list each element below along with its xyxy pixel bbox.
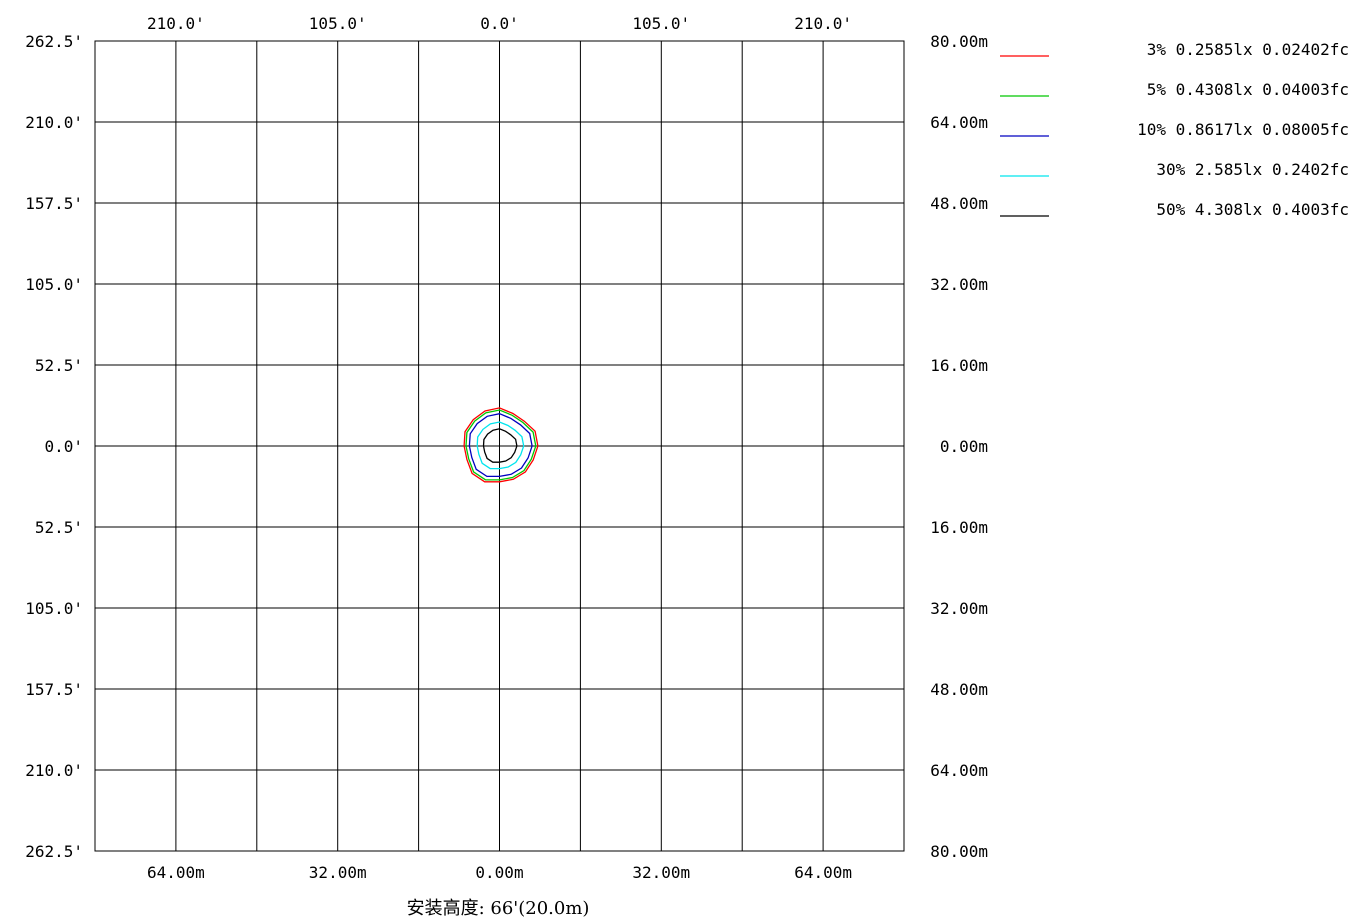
left-tick-label: 210.0': [25, 113, 83, 132]
bottom-tick-label: 0.00m: [475, 863, 523, 882]
tick-labels: 210.0' 105.0' 0.0' 105.0' 210.0' 64.00m 32.00m…: [25, 14, 988, 882]
bottom-tick-label: 64.00m: [794, 863, 852, 882]
contour-30pct: [476, 421, 525, 470]
legend-label: 30% 2.585lx 0.2402fc: [1156, 160, 1349, 179]
left-tick-label: 52.5': [35, 356, 83, 375]
legend-label: 10% 0.8617lx 0.08005fc: [1137, 120, 1349, 139]
left-tick-label: 157.5': [25, 194, 83, 213]
top-tick-label: 105.0': [632, 14, 690, 33]
right-tick-label: 64.00m: [930, 113, 988, 132]
chart-caption: 安装高度: 66'(20.0m): [407, 898, 590, 919]
legend-label: 5% 0.4308lx 0.04003fc: [1147, 80, 1349, 99]
left-tick-label: 52.5': [35, 518, 83, 537]
contour-10pct: [468, 413, 533, 478]
left-tick-label: 157.5': [25, 680, 83, 699]
left-tick-label: 0.0': [44, 437, 83, 456]
bottom-tick-label: 32.00m: [632, 863, 690, 882]
right-tick-label: 64.00m: [930, 761, 988, 780]
bottom-tick-label: 64.00m: [147, 863, 205, 882]
right-tick-label: 80.00m: [930, 842, 988, 861]
grid: [94, 40, 905, 852]
bottom-tick-label: 32.00m: [309, 863, 367, 882]
right-tick-label: 16.00m: [930, 356, 988, 375]
top-tick-label: 210.0': [147, 14, 205, 33]
right-tick-label: 32.00m: [930, 275, 988, 294]
left-tick-label: 105.0': [25, 599, 83, 618]
left-tick-label: 105.0': [25, 275, 83, 294]
right-tick-label: 48.00m: [930, 194, 988, 213]
top-tick-label: 0.0': [480, 14, 519, 33]
contour-3pct: [463, 407, 539, 483]
isolux-contours: [463, 407, 539, 483]
contour-50pct: [482, 428, 518, 463]
right-tick-label: 0.00m: [940, 437, 988, 456]
left-tick-label: 210.0': [25, 761, 83, 780]
right-tick-label: 80.00m: [930, 32, 988, 51]
left-tick-label: 262.5': [25, 32, 83, 51]
top-tick-label: 105.0': [309, 14, 367, 33]
right-tick-label: 48.00m: [930, 680, 988, 699]
legend-label: 50% 4.308lx 0.4003fc: [1156, 200, 1349, 219]
legend-label: 3% 0.2585lx 0.02402fc: [1147, 40, 1349, 59]
legend: 3% 0.2585lx 0.02402fc 5% 0.4308lx 0.04003…: [1000, 40, 1349, 219]
top-tick-label: 210.0': [794, 14, 852, 33]
contour-5pct: [465, 409, 537, 481]
right-tick-label: 32.00m: [930, 599, 988, 618]
right-tick-label: 16.00m: [930, 518, 988, 537]
left-tick-label: 262.5': [25, 842, 83, 861]
